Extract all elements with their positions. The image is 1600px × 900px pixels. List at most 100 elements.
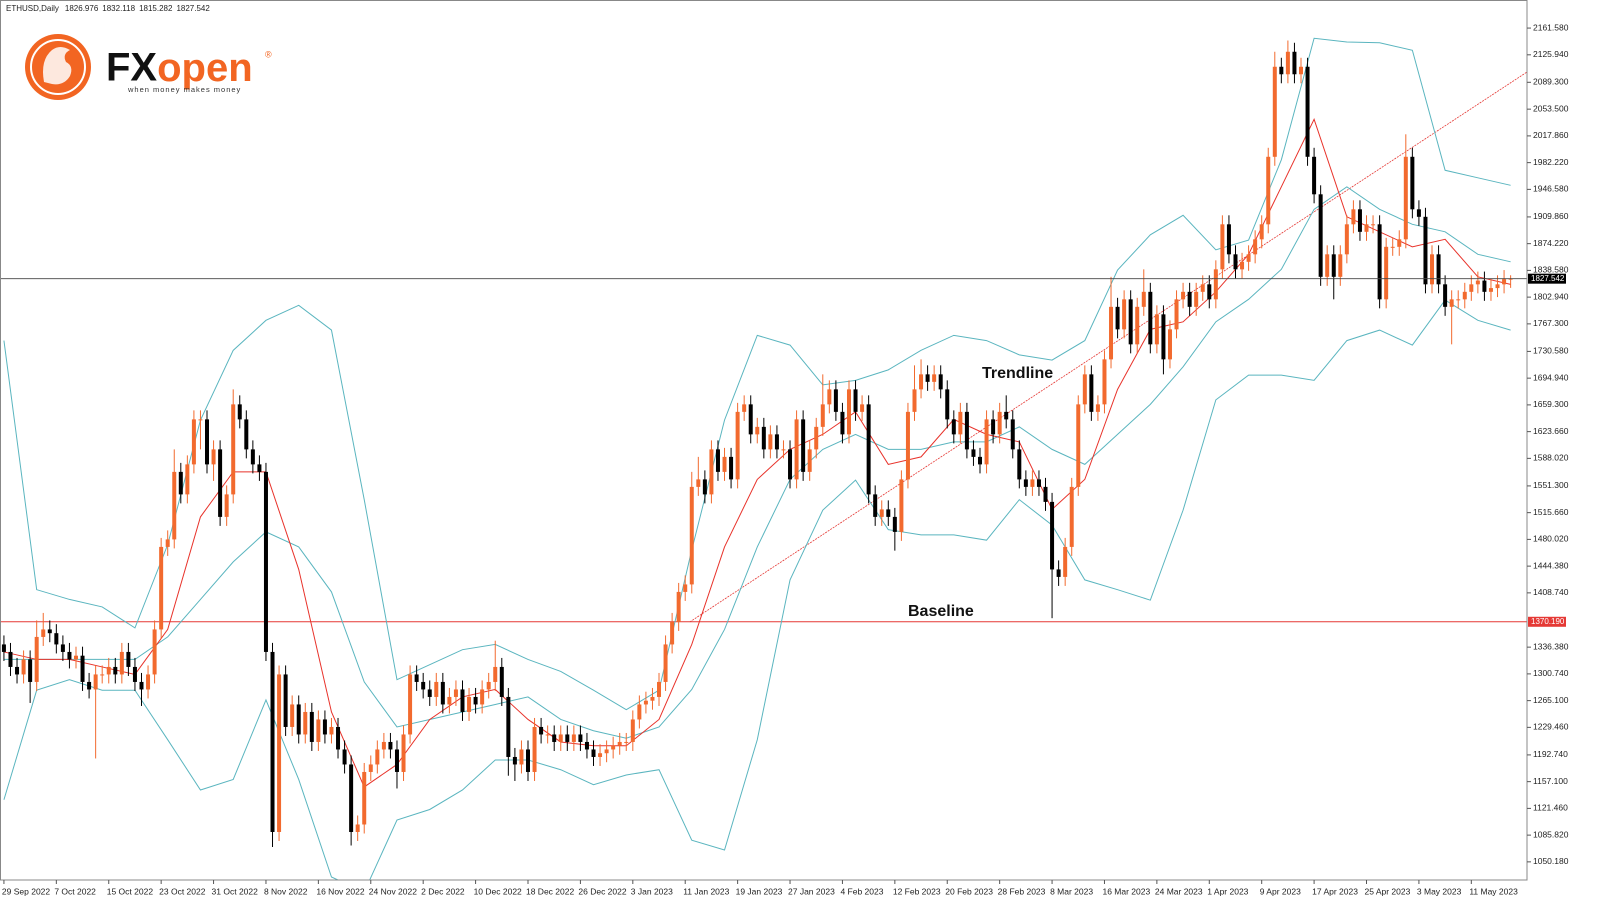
candle-body (100, 674, 105, 676)
candle-body (657, 681, 662, 697)
y-tick-label: 2089.300 (1533, 77, 1569, 87)
candle-body (735, 411, 740, 480)
candle-body (978, 456, 983, 465)
x-tick-label: 2 Dec 2022 (421, 886, 465, 896)
bollinger-band (3, 37, 1511, 711)
candle-body (1109, 306, 1114, 360)
candle-body (1141, 291, 1146, 307)
candle-body (139, 681, 144, 690)
candle-body (244, 419, 249, 450)
candle-body (696, 479, 701, 487)
candle-body (80, 655, 85, 682)
y-tick-label: 1588.020 (1533, 453, 1569, 463)
logo-name-dark: FXopen (106, 46, 253, 90)
candle-body (932, 374, 937, 382)
candle-body (1384, 246, 1389, 300)
candle-body (637, 704, 642, 720)
candle-body (60, 644, 65, 652)
candle-body (506, 696, 511, 757)
candle-body (21, 659, 26, 675)
y-tick-label: 1192.740 (1533, 749, 1568, 759)
x-tick-label: 24 Mar 2023 (1155, 886, 1203, 896)
x-tick-label: 7 Oct 2022 (54, 886, 96, 896)
y-tick-label: 1874.220 (1533, 238, 1569, 248)
candle-body (604, 749, 609, 754)
candle-body (630, 719, 635, 742)
candle-body (28, 659, 33, 682)
candle-body (1357, 209, 1362, 232)
logo: FXopen ® when money makes money (25, 34, 272, 100)
candle-body (1017, 449, 1022, 480)
bollinger-band (3, 186, 1511, 739)
candle-body (499, 666, 504, 697)
trendline (689, 71, 1527, 623)
candle-body (303, 711, 308, 735)
candle-body (1469, 284, 1474, 292)
candle-body (886, 509, 891, 517)
candle-body (126, 651, 131, 667)
candle-body (1004, 411, 1009, 420)
candle-body (971, 449, 976, 457)
x-tick-label: 4 Feb 2023 (840, 886, 883, 896)
candle-body (1449, 299, 1454, 307)
candle-body (768, 434, 773, 450)
candle-body (1456, 299, 1461, 301)
y-tick-label: 1050.180 (1533, 856, 1569, 866)
candle-body (41, 629, 46, 637)
candle-body (1233, 254, 1238, 270)
y-tick-label: 1121.460 (1533, 803, 1568, 813)
candle-body (1240, 261, 1245, 270)
candle-body (1076, 404, 1081, 487)
high-value: 1832.118 (102, 4, 135, 13)
candle-body (290, 704, 295, 727)
candle-body (329, 726, 334, 735)
candle-body (8, 651, 13, 667)
candle-body (905, 411, 910, 480)
candle-body (1095, 404, 1100, 412)
candle-body (1416, 209, 1421, 217)
candle-body (1253, 239, 1258, 255)
candle-body (1344, 224, 1349, 255)
candle-body (270, 651, 275, 832)
candle-body (401, 734, 406, 772)
candle-body (1397, 239, 1402, 247)
candle-body (729, 456, 734, 480)
logo-registered: ® (265, 49, 272, 59)
candle-body (34, 636, 39, 682)
candle-body (1050, 501, 1055, 570)
annotation: Trendline (982, 365, 1053, 382)
candle-body (801, 419, 806, 472)
candle-body (277, 674, 282, 832)
candle-body (1207, 284, 1212, 300)
candle-body (676, 591, 681, 622)
candle-body (440, 681, 445, 705)
candle-body (453, 689, 458, 697)
candle-body (919, 374, 924, 390)
candle-body (15, 666, 20, 675)
candle-body (1475, 280, 1480, 285)
candle-body (866, 404, 871, 495)
candle-body (218, 449, 223, 517)
y-tick-label: 1085.820 (1533, 829, 1569, 839)
candle-body (1102, 359, 1107, 405)
y-tick-label: 1300.740 (1533, 668, 1569, 678)
candle-body (702, 479, 707, 495)
candle-body (722, 456, 727, 472)
candle-body (447, 696, 452, 705)
candle-body (755, 426, 760, 435)
candle-body (159, 546, 164, 630)
x-tick-label: 16 Mar 2023 (1102, 886, 1150, 896)
candle-body (421, 681, 426, 690)
candle-body (584, 741, 589, 750)
candle-body (460, 689, 465, 712)
candle-body (1056, 569, 1061, 577)
x-tick-label: 16 Nov 2022 (316, 886, 364, 896)
candle-body (1502, 279, 1507, 285)
candle-body (368, 764, 373, 772)
candle-body (132, 666, 137, 682)
candle-body (1181, 291, 1186, 300)
candle-body (1436, 254, 1441, 285)
candle-body (984, 419, 989, 465)
candle-body (480, 689, 485, 705)
